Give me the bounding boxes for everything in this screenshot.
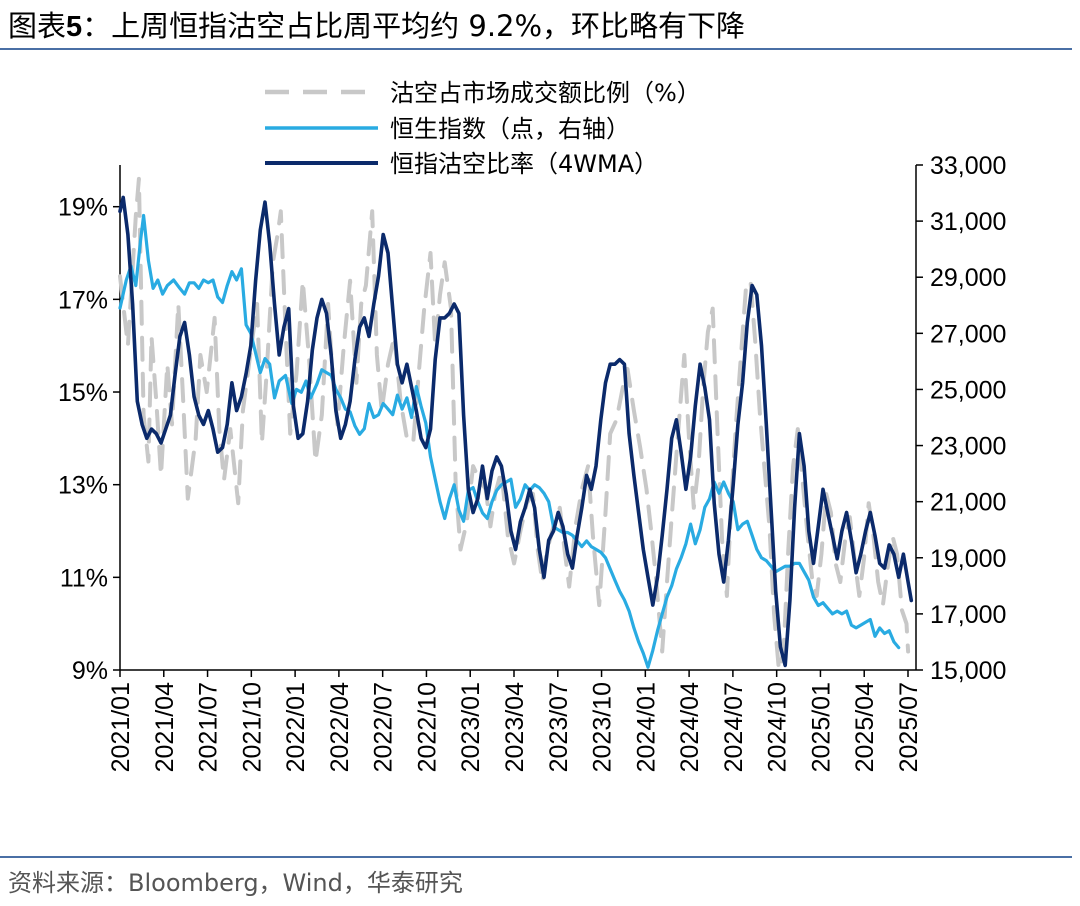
source-rule: [0, 856, 1072, 858]
x-tick-label: 2024/01: [632, 682, 660, 772]
right-tick-label: 27,000: [930, 320, 1006, 348]
x-tick-label: 2024/10: [764, 682, 792, 772]
title-prefix: 图表: [8, 9, 67, 43]
right-tick-label: 21,000: [930, 489, 1006, 517]
right-tick-label: 25,000: [930, 376, 1006, 404]
left-tick-label: 9%: [72, 657, 108, 685]
x-tick-label: 2022/04: [326, 682, 354, 772]
legend-label-hsi-line: 恒生指数（点，右轴）: [390, 115, 630, 143]
x-tick-label: 2021/10: [238, 682, 266, 772]
right-tick-label: 31,000: [930, 208, 1006, 236]
x-tick-label: 2024/04: [676, 682, 704, 772]
legend-label-short-4wma-line: 恒指沽空比率（4WMA）: [390, 150, 658, 178]
x-tick-label: 2023/01: [457, 682, 485, 772]
x-tick-label: 2023/07: [545, 682, 573, 772]
short-4wma-line: [118, 195, 914, 668]
x-tick-label: 2021/04: [151, 682, 179, 772]
chart-area: 9% 11% 13% 15% 17% 19% 15,000 17,000 19,000 21,00…: [58, 79, 1007, 772]
x-tick-label: 2024/07: [720, 682, 748, 772]
x-tick-label: 2021/07: [195, 682, 223, 772]
hsi-line: [118, 213, 901, 669]
x-tick-label: 2025/01: [807, 682, 835, 772]
title-text: ：上周恒指沽空占比周平均约 9.2%，环比略有下降: [82, 9, 746, 43]
source-note: 资料来源：Bloomberg，Wind，华泰研究: [8, 869, 463, 897]
right-tick-label: 23,000: [930, 433, 1006, 461]
x-tick-label: 2023/04: [501, 682, 529, 772]
legend-label-short-ratio-line: 沽空占市场成交额比例（%）: [390, 79, 701, 107]
right-tick-label: 17,000: [930, 601, 1006, 629]
right-tick-label: 15,000: [930, 657, 1006, 685]
x-tick-label: 2022/01: [282, 682, 310, 772]
title-rule: [0, 48, 1072, 50]
x-tick-label: 2025/07: [895, 682, 923, 772]
x-tick-label: 2025/04: [851, 682, 879, 772]
left-tick-label: 15%: [58, 379, 108, 407]
left-tick-label: 13%: [58, 472, 108, 500]
x-tick-label: 2021/01: [107, 682, 135, 772]
x-tick-label: 2022/07: [370, 682, 398, 772]
x-tick-label: 2022/10: [413, 682, 441, 772]
left-tick-label: 17%: [58, 286, 108, 314]
right-tick-label: 29,000: [930, 264, 1006, 292]
x-tick-label: 2023/10: [589, 682, 617, 772]
title-number: 5: [66, 11, 83, 43]
left-tick-label: 11%: [60, 564, 108, 592]
right-tick-label: 19,000: [930, 545, 1006, 573]
chart-title: 图表5：上周恒指沽空占比周平均约 9.2%，环比略有下降: [8, 6, 745, 47]
right-tick-label: 33,000: [930, 152, 1006, 180]
left-tick-label: 19%: [58, 194, 108, 222]
